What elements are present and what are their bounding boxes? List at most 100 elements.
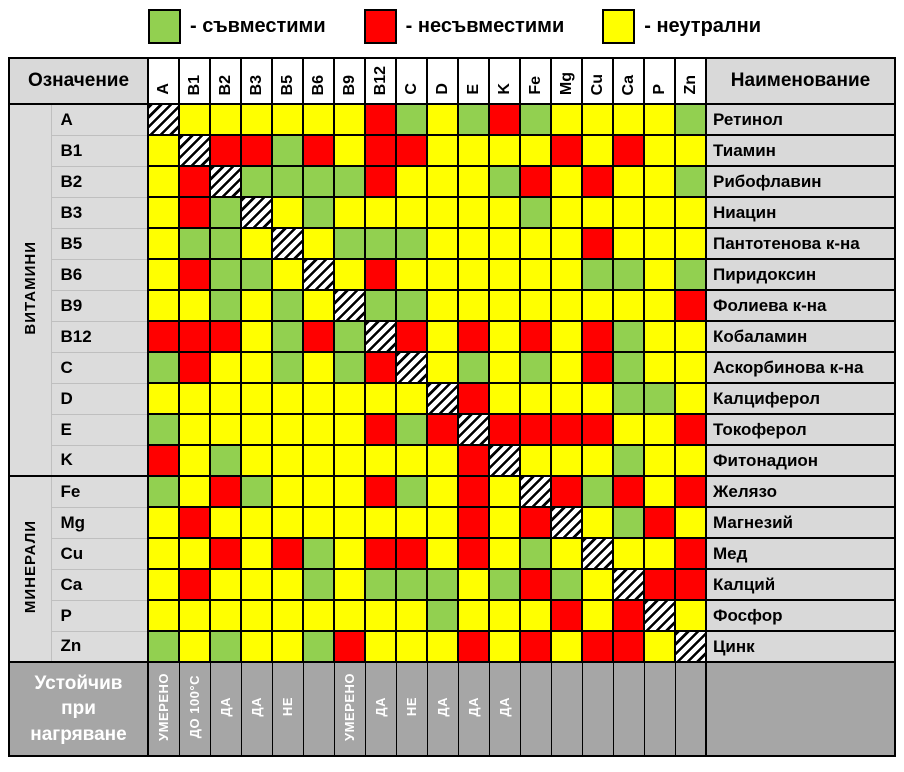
heat-stability-text: УМЕРЕНО	[342, 672, 357, 741]
matrix-cell-neutral	[488, 227, 521, 260]
matrix-cell-neutral	[333, 103, 366, 136]
matrix-cell-incompatible	[643, 568, 676, 601]
heat-stability-value: НЕ	[271, 661, 304, 757]
matrix-cell-compatible	[426, 599, 459, 632]
matrix-cell-neutral	[333, 134, 366, 167]
column-header-text: Fe	[526, 76, 544, 95]
matrix-cell-neutral	[333, 475, 366, 508]
matrix-cell-compatible	[271, 320, 304, 353]
matrix-cell-neutral	[240, 227, 273, 260]
column-header-C: C	[395, 57, 428, 105]
matrix-cell-self	[643, 599, 676, 632]
row-name: Фитонадион	[705, 444, 896, 477]
table-row: D Калциферол	[9, 382, 896, 415]
heat-stability-value	[643, 661, 676, 757]
row-label: K	[51, 444, 149, 477]
matrix-cell-neutral	[240, 351, 273, 384]
row-label: E	[51, 413, 149, 446]
group-label-text: МИНЕРАЛИ	[21, 519, 39, 614]
column-header-Mg: Mg	[550, 57, 583, 105]
matrix-cell-compatible	[612, 506, 645, 539]
matrix-cell-neutral	[178, 630, 211, 663]
matrix-cell-compatible	[302, 568, 335, 601]
matrix-cell-compatible	[271, 351, 304, 384]
column-header-B2: B2	[209, 57, 242, 105]
matrix-cell-compatible	[333, 320, 366, 353]
matrix-cell-neutral	[612, 196, 645, 229]
matrix-cell-neutral	[271, 258, 304, 291]
matrix-cell-incompatible	[674, 289, 707, 322]
matrix-cell-neutral	[643, 196, 676, 229]
name-header: Наименование	[705, 57, 896, 105]
matrix-cell-neutral	[643, 475, 676, 508]
row-label: A	[51, 103, 149, 136]
designation-header: Означение	[8, 57, 149, 105]
matrix-cell-compatible	[302, 196, 335, 229]
matrix-cell-neutral	[426, 475, 459, 508]
matrix-cell-neutral	[426, 320, 459, 353]
matrix-cell-incompatible	[457, 630, 490, 663]
row-label: B12	[51, 320, 149, 353]
matrix-cell-neutral	[581, 444, 614, 477]
heat-stability-value: ДА	[209, 661, 242, 757]
matrix-cell-compatible	[302, 165, 335, 198]
row-label: Ca	[51, 568, 149, 601]
column-header-text: Mg	[557, 71, 575, 95]
matrix-cell-incompatible	[178, 165, 211, 198]
matrix-cell-compatible	[674, 165, 707, 198]
row-label: P	[51, 599, 149, 632]
matrix-cell-incompatible	[612, 630, 645, 663]
matrix-cell-compatible	[395, 475, 428, 508]
matrix-cell-compatible	[674, 103, 707, 136]
matrix-cell-neutral	[240, 599, 273, 632]
legend-label-neutral: - неутрални	[644, 14, 761, 37]
column-header-text: E	[464, 84, 482, 95]
matrix-cell-compatible	[209, 444, 242, 477]
matrix-cell-neutral	[550, 630, 583, 663]
matrix-cell-neutral	[550, 103, 583, 136]
matrix-cell-neutral	[643, 351, 676, 384]
matrix-cell-incompatible	[581, 165, 614, 198]
matrix-cell-neutral	[581, 196, 614, 229]
matrix-cell-compatible	[581, 475, 614, 508]
matrix-cell-neutral	[581, 103, 614, 136]
heat-stability-value	[302, 661, 335, 757]
matrix-cell-self	[519, 475, 552, 508]
matrix-cell-compatible	[271, 134, 304, 167]
row-name: Аскорбинова к-на	[705, 351, 896, 384]
matrix-cell-neutral	[302, 289, 335, 322]
matrix-cell-incompatible	[240, 134, 273, 167]
matrix-cell-incompatible	[674, 475, 707, 508]
matrix-cell-compatible	[519, 537, 552, 570]
matrix-cell-incompatible	[395, 320, 428, 353]
matrix-cell-incompatible	[581, 351, 614, 384]
matrix-cell-neutral	[364, 196, 397, 229]
matrix-cell-incompatible	[550, 413, 583, 446]
column-header-text: K	[495, 83, 513, 95]
matrix-cell-neutral	[271, 568, 304, 601]
matrix-cell-incompatible	[147, 320, 180, 353]
matrix-cell-incompatible	[581, 630, 614, 663]
legend: - съвместими - несъвместими - неутрални	[148, 7, 904, 45]
matrix-cell-neutral	[302, 103, 335, 136]
matrix-cell-compatible	[240, 165, 273, 198]
matrix-cell-incompatible	[178, 320, 211, 353]
column-header-text: C	[402, 83, 420, 95]
matrix-cell-incompatible	[612, 475, 645, 508]
matrix-cell-neutral	[457, 568, 490, 601]
legend-swatch-neutral	[602, 8, 636, 44]
matrix-cell-self	[178, 134, 211, 167]
matrix-cell-compatible	[395, 227, 428, 260]
matrix-cell-neutral	[364, 444, 397, 477]
matrix-cell-neutral	[612, 537, 645, 570]
matrix-cell-neutral	[240, 444, 273, 477]
row-label: C	[51, 351, 149, 384]
heat-stability-text: НЕ	[404, 696, 419, 717]
matrix-cell-incompatible	[364, 413, 397, 446]
column-header-text: B5	[278, 74, 296, 95]
matrix-cell-neutral	[271, 475, 304, 508]
matrix-cell-neutral	[488, 134, 521, 167]
matrix-cell-neutral	[550, 165, 583, 198]
row-name: Цинк	[705, 630, 896, 663]
matrix-cell-neutral	[426, 196, 459, 229]
